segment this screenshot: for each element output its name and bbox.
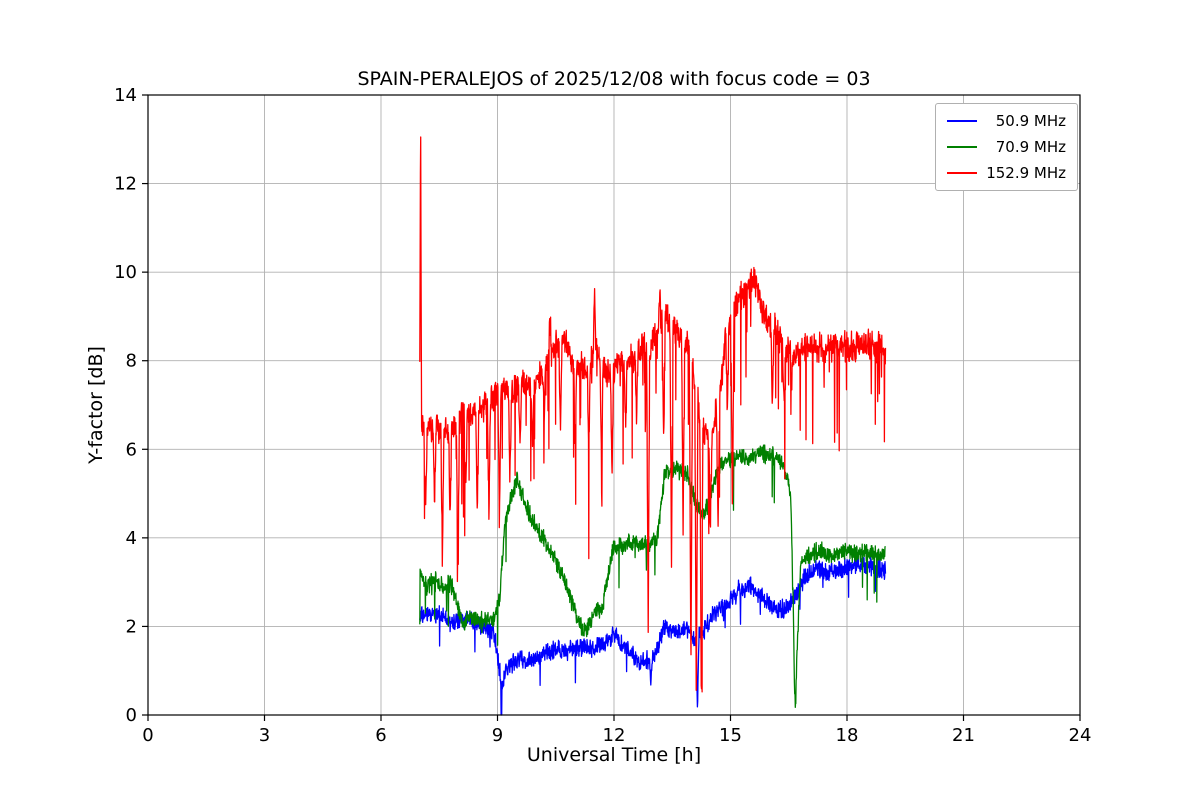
legend-swatch-152-9-mhz bbox=[947, 172, 977, 174]
y-tick-label: 10 bbox=[114, 262, 137, 283]
x-tick-label: 24 bbox=[1069, 725, 1092, 746]
legend: 50.9 MHz 70.9 MHz 152.9 MHz bbox=[935, 103, 1078, 191]
series-line-152-9-mhz bbox=[419, 136, 887, 693]
legend-entry: 152.9 MHz bbox=[947, 164, 1066, 182]
legend-label: 50.9 MHz bbox=[995, 112, 1066, 130]
x-tick-label: 6 bbox=[375, 725, 386, 746]
chart-title: SPAIN-PERALEJOS of 2025/12/08 with focus… bbox=[357, 68, 871, 90]
x-tick-label: 15 bbox=[719, 725, 742, 746]
y-tick-label: 0 bbox=[126, 705, 137, 726]
legend-entry: 70.9 MHz bbox=[947, 138, 1066, 156]
series-line-50-9-mhz bbox=[419, 555, 887, 716]
legend-label: 70.9 MHz bbox=[995, 138, 1066, 156]
y-tick-label: 6 bbox=[126, 439, 137, 460]
y-tick-label: 4 bbox=[126, 528, 137, 549]
x-axis-label: Universal Time [h] bbox=[526, 744, 702, 766]
legend-entry: 50.9 MHz bbox=[947, 112, 1066, 130]
y-tick-label: 14 bbox=[114, 85, 137, 106]
x-tick-label: 9 bbox=[492, 725, 503, 746]
y-tick-label: 2 bbox=[126, 616, 137, 637]
legend-swatch-50-9-mhz bbox=[947, 120, 977, 122]
y-tick-label: 8 bbox=[126, 351, 137, 372]
x-tick-label: 18 bbox=[836, 725, 859, 746]
legend-swatch-70-9-mhz bbox=[947, 146, 977, 148]
series-line-70-9-mhz bbox=[419, 444, 886, 708]
x-tick-label: 0 bbox=[142, 725, 153, 746]
x-tick-label: 21 bbox=[952, 725, 975, 746]
legend-label: 152.9 MHz bbox=[986, 164, 1066, 182]
x-tick-label: 12 bbox=[603, 725, 626, 746]
x-tick-label: 3 bbox=[259, 725, 270, 746]
y-tick-label: 12 bbox=[114, 174, 137, 195]
